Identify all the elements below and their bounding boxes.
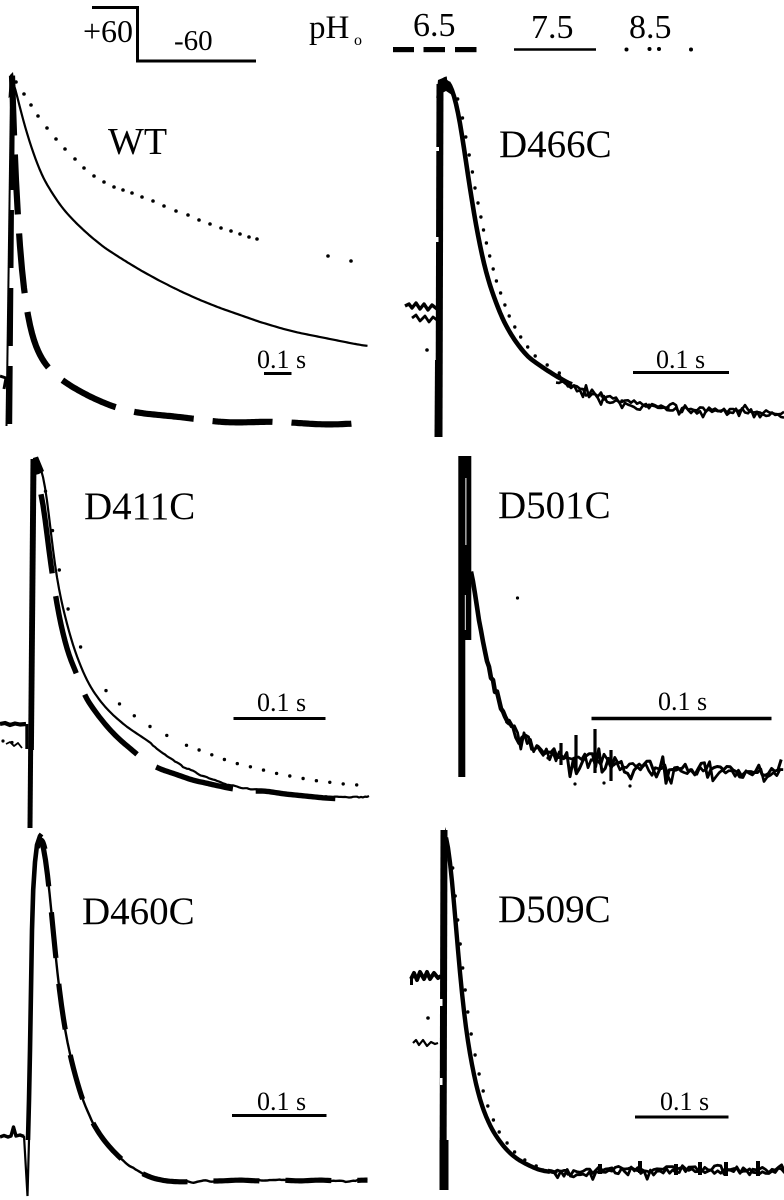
svg-text:o: o [354, 32, 362, 49]
svg-text:+60: +60 [83, 13, 133, 49]
svg-text:D460C: D460C [82, 890, 195, 933]
svg-text:D411C: D411C [84, 485, 195, 528]
svg-text:D509C: D509C [498, 888, 611, 931]
svg-text:D501C: D501C [498, 484, 611, 527]
svg-text:0.1 s: 0.1 s [656, 345, 705, 374]
svg-text:0.1 s: 0.1 s [257, 1087, 306, 1116]
svg-text:WT: WT [108, 121, 167, 163]
svg-text:7.5: 7.5 [531, 9, 574, 46]
svg-text:6.5: 6.5 [413, 7, 456, 44]
svg-text:0.1 s: 0.1 s [257, 688, 306, 717]
svg-text:pH: pH [309, 10, 349, 46]
svg-text:0.1 s: 0.1 s [658, 687, 707, 716]
svg-text:0.1 s: 0.1 s [660, 1087, 709, 1116]
svg-text:D466C: D466C [499, 123, 612, 166]
svg-text:0.1 s: 0.1 s [257, 345, 306, 374]
svg-text:-60: -60 [174, 25, 213, 57]
svg-text:8.5: 8.5 [629, 9, 672, 46]
